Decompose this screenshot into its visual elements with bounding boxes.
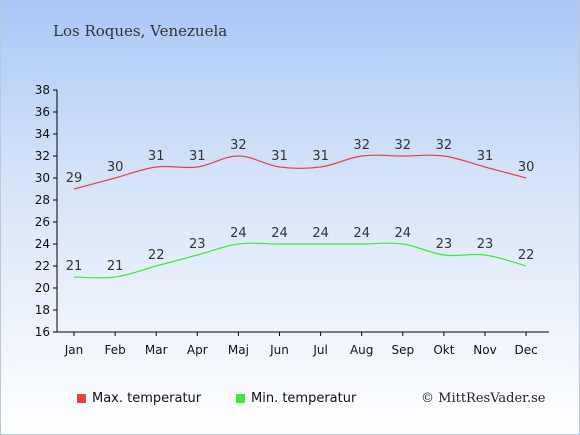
series-line-max bbox=[73, 154, 527, 190]
data-label-max: 31 bbox=[271, 149, 288, 164]
y-tick-label: 16 bbox=[35, 325, 50, 339]
legend-max-label: Max. temperatur bbox=[92, 391, 202, 406]
legend-min-label: Min. temperatur bbox=[251, 391, 357, 406]
data-label-max: 29 bbox=[66, 171, 83, 186]
y-tick-label: 28 bbox=[35, 193, 50, 207]
data-label-max: 32 bbox=[353, 138, 370, 153]
x-tick-label: Jul bbox=[312, 343, 327, 357]
data-label-min: 23 bbox=[477, 237, 494, 252]
data-label-min: 24 bbox=[395, 226, 412, 241]
data-label-min: 22 bbox=[518, 248, 535, 263]
data-label-max: 31 bbox=[189, 149, 206, 164]
data-label-max: 30 bbox=[107, 160, 124, 175]
data-label-min: 24 bbox=[271, 226, 288, 241]
y-tick-label: 18 bbox=[35, 303, 50, 317]
x-tick-label: Maj bbox=[228, 343, 249, 357]
x-tick-label: Jun bbox=[269, 343, 289, 357]
data-label-min: 21 bbox=[66, 259, 83, 274]
data-label-max: 31 bbox=[312, 149, 329, 164]
x-tick-label: Aug bbox=[350, 343, 373, 357]
x-tick-label: Sep bbox=[391, 343, 414, 357]
y-tick-label: 36 bbox=[35, 105, 50, 119]
y-tick-label: 24 bbox=[35, 237, 50, 251]
legend-min-swatch bbox=[236, 394, 245, 403]
data-label-min: 21 bbox=[107, 259, 124, 274]
y-tick-label: 26 bbox=[35, 215, 50, 229]
data-label-max: 31 bbox=[148, 149, 165, 164]
legend-min: Min. temperatur bbox=[236, 391, 356, 406]
copyright: © MittResVader.se bbox=[421, 391, 546, 406]
legend-max: Max. temperatur bbox=[77, 391, 201, 406]
y-tick-label: 30 bbox=[35, 171, 50, 185]
data-label-max: 32 bbox=[395, 138, 412, 153]
data-label-min: 23 bbox=[189, 237, 206, 252]
series-line-min bbox=[73, 242, 527, 279]
x-tick-label: Mar bbox=[145, 343, 168, 357]
data-label-min: 23 bbox=[436, 237, 453, 252]
legend-max-swatch bbox=[77, 394, 86, 403]
data-label-max: 30 bbox=[518, 160, 535, 175]
y-tick-label: 34 bbox=[35, 127, 50, 141]
data-label-max: 32 bbox=[230, 138, 247, 153]
x-tick-label: Dec bbox=[514, 343, 537, 357]
data-label-min: 22 bbox=[148, 248, 165, 263]
y-tick-label: 20 bbox=[35, 281, 50, 295]
data-label-min: 24 bbox=[312, 226, 329, 241]
data-label-max: 31 bbox=[477, 149, 494, 164]
x-tick-label: Okt bbox=[433, 343, 454, 357]
y-tick-label: 32 bbox=[35, 149, 50, 163]
data-label-max: 32 bbox=[436, 138, 453, 153]
y-tick-label: 22 bbox=[35, 259, 50, 273]
location-title: Los Roques, Venezuela bbox=[53, 22, 228, 40]
data-label-min: 24 bbox=[353, 226, 370, 241]
x-tick-label: Nov bbox=[473, 343, 496, 357]
x-tick-label: Feb bbox=[104, 343, 125, 357]
x-tick-label: Apr bbox=[187, 343, 208, 357]
x-tick-label: Jan bbox=[64, 343, 84, 357]
y-tick-label: 38 bbox=[35, 83, 50, 97]
data-label-min: 24 bbox=[230, 226, 247, 241]
